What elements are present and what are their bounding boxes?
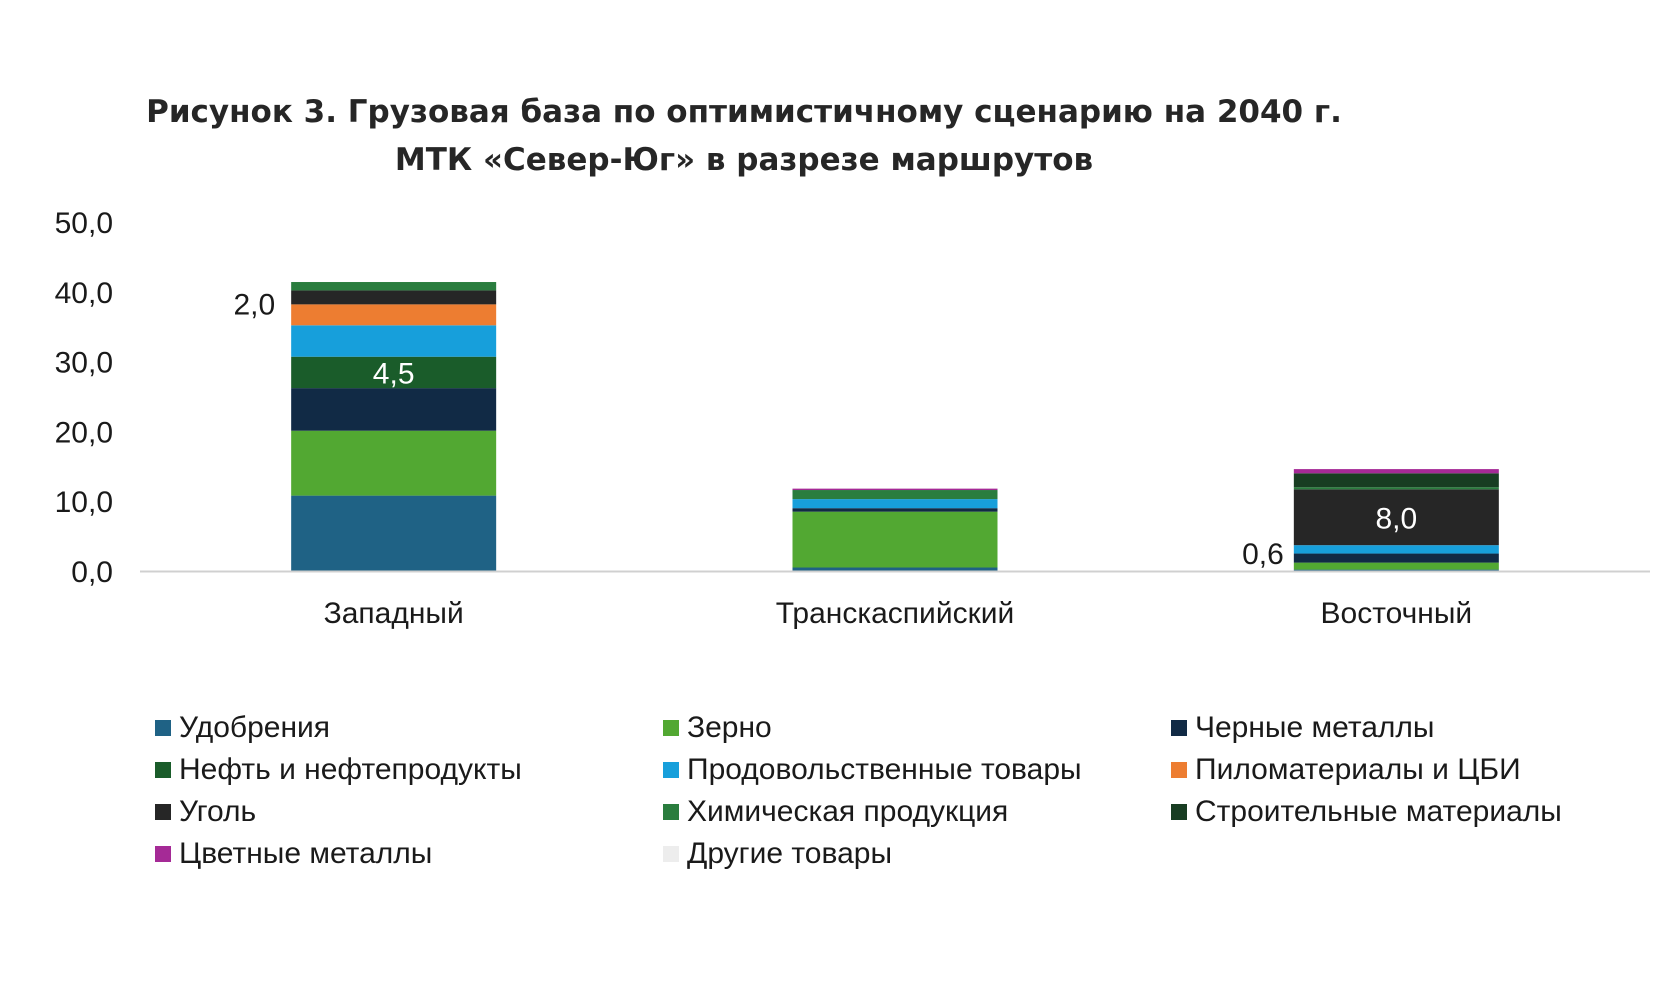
bar-segment	[291, 304, 497, 326]
legend-swatch	[155, 804, 171, 820]
legend-item: Химическая продукция	[663, 794, 1171, 830]
bar-segment	[1293, 489, 1499, 546]
legend-label: Пиломатериалы и ЦБИ	[1195, 753, 1521, 786]
legend-swatch	[1171, 762, 1187, 778]
legend-label: Зерно	[687, 711, 772, 744]
bar-segment	[1293, 469, 1499, 474]
chart-title-line-2: МТК «Север-Юг» в разрезе маршрутов	[394, 142, 1094, 178]
bar-segment	[1293, 562, 1499, 570]
bar-segment	[291, 388, 497, 431]
data-label: 8,0	[1375, 502, 1417, 535]
legend-item: Нефть и нефтепродукты	[155, 752, 663, 788]
legend-label: Нефть и нефтепродукты	[179, 753, 522, 786]
legend-label: Химическая продукция	[687, 795, 1009, 828]
bar-segment	[291, 430, 497, 496]
legend-swatch	[155, 762, 171, 778]
bar-segment	[1293, 553, 1499, 563]
legend-swatch	[663, 762, 679, 778]
legend-item: Зерно	[663, 710, 1171, 746]
legend-swatch	[155, 720, 171, 736]
legend-label: Черные металлы	[1195, 711, 1435, 744]
legend-item: Продовольственные товары	[663, 752, 1171, 788]
bar-segment	[291, 356, 497, 389]
legend-label: Цветные металлы	[179, 837, 433, 870]
x-tick-label: Восточный	[1321, 597, 1473, 630]
bar-segment	[792, 488, 998, 491]
bar-segment	[1293, 473, 1499, 488]
x-tick-label: Транскаспийский	[776, 597, 1014, 630]
data-label: 0,6	[1242, 538, 1284, 571]
legend-label: Продовольственные товары	[687, 753, 1082, 786]
bar-segment	[291, 290, 497, 305]
bar-segment	[291, 325, 497, 357]
bar-segment	[792, 511, 998, 568]
data-label: 4,5	[373, 357, 415, 390]
legend-label: Удобрения	[179, 711, 331, 744]
legend-item: Строительные материалы	[1171, 794, 1651, 830]
bar-segment	[1293, 487, 1499, 490]
legend-swatch	[663, 720, 679, 736]
bar-segment	[792, 567, 998, 571]
bar-segment	[792, 499, 998, 509]
y-tick-label: 20,0	[55, 416, 113, 449]
y-tick-label: 10,0	[55, 486, 113, 519]
legend-item: Уголь	[155, 794, 663, 830]
chart-legend: Удобрения Зерно Черные металлы Нефть и нефт…	[155, 710, 1655, 872]
chart-title-line-1: Рисунок 3. Грузовая база по оптимистично…	[146, 94, 1342, 130]
y-tick-label: 0,0	[71, 556, 113, 589]
legend-item: Цветные металлы	[155, 836, 663, 872]
legend-label: Строительные материалы	[1195, 795, 1562, 828]
y-tick-label: 40,0	[55, 277, 113, 310]
legend-item: Другие товары	[663, 836, 1171, 872]
bar-segment	[291, 495, 497, 571]
bar-segment	[1293, 569, 1499, 571]
data-label: 2,0	[233, 288, 275, 321]
legend-item: Удобрения	[155, 710, 663, 746]
bar-segment	[792, 490, 998, 500]
stacked-bar-chart: 0,0 10,0 20,0 30,0 40,0 50,0 Западный Транскасп…	[55, 207, 1650, 630]
bar-segment	[291, 282, 497, 291]
legend-label: Уголь	[179, 795, 257, 828]
legend-item: Пиломатериалы и ЦБИ	[1171, 752, 1651, 788]
x-tick-label: Западный	[324, 597, 464, 630]
legend-label: Другие товары	[687, 837, 893, 870]
chart-title: Рисунок 3. Грузовая база по оптимистично…	[0, 88, 1488, 184]
legend-swatch	[1171, 804, 1187, 820]
legend-swatch	[155, 846, 171, 862]
y-tick-label: 50,0	[55, 207, 113, 240]
bar-segment	[1293, 545, 1499, 554]
y-tick-label: 30,0	[55, 347, 113, 380]
legend-swatch	[663, 846, 679, 862]
bar-segment	[792, 508, 998, 512]
legend-swatch	[663, 804, 679, 820]
legend-swatch	[1171, 720, 1187, 736]
legend-item: Черные металлы	[1171, 710, 1651, 746]
